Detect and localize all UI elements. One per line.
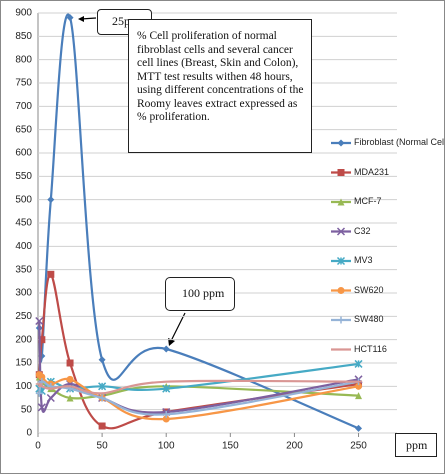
x-tick-label: 200 (286, 441, 303, 452)
annotation: % Cell proliferation of normal fibroblas… (128, 19, 312, 153)
marker (355, 424, 363, 432)
y-tick-label: 300 (15, 288, 32, 299)
marker (37, 403, 46, 412)
marker (66, 394, 74, 402)
marker (47, 196, 55, 204)
marker (47, 270, 55, 278)
legend-label: HCT116 (354, 343, 387, 354)
y-tick-label: 800 (15, 54, 32, 65)
marker (66, 14, 74, 22)
y-tick-label: 900 (15, 8, 32, 19)
marker (98, 382, 107, 391)
marker (98, 394, 106, 402)
marker (162, 384, 171, 393)
legend-label: SW480 (354, 314, 384, 324)
y-tick-label: 400 (15, 241, 32, 252)
marker (162, 345, 170, 353)
x-tick-label: 250 (350, 441, 367, 452)
y-tick-label: 550 (15, 171, 32, 182)
marker (66, 359, 74, 367)
marker (162, 415, 170, 423)
y-tick-label: 250 (15, 311, 32, 322)
y-tick-label: 600 (15, 148, 32, 159)
annotation: 100 ppm (165, 277, 235, 311)
legend-label: MV3 (354, 255, 373, 265)
marker (336, 227, 346, 236)
y-tick-label: 700 (15, 101, 32, 112)
x-tick-label: 150 (222, 441, 239, 452)
y-tick-label: 150 (15, 358, 32, 369)
y-tick-label: 850 (15, 31, 32, 42)
x-tick-label: 0 (35, 441, 41, 452)
y-tick-label: 100 (15, 381, 32, 392)
marker (337, 316, 345, 324)
arrowhead (78, 16, 84, 22)
marker (38, 336, 46, 344)
arrow (170, 312, 186, 342)
legend-label: SW620 (354, 284, 384, 295)
marker (66, 375, 74, 383)
marker (337, 287, 345, 294)
y-tick-label: 450 (15, 218, 32, 229)
legend-label: Fibroblast (Normal Cells) (354, 137, 445, 147)
y-tick-label: 500 (15, 194, 32, 205)
legend-label: MDA231 (354, 166, 390, 177)
marker (35, 389, 43, 397)
marker (355, 392, 363, 400)
marker (38, 373, 46, 381)
marker (46, 393, 55, 403)
marker (162, 410, 170, 418)
marker (98, 356, 106, 364)
marker (354, 359, 363, 368)
marker (35, 316, 44, 326)
x-tick-label: 100 (158, 441, 175, 452)
x-tick-label: 50 (97, 441, 109, 452)
y-tick-label: 50 (21, 404, 33, 415)
marker (337, 198, 345, 206)
y-tick-label: 350 (15, 264, 32, 275)
legend-label: MCF-7 (354, 196, 382, 206)
y-tick-label: 0 (26, 428, 32, 439)
y-tick-label: 650 (15, 124, 32, 135)
marker (337, 169, 345, 176)
marker (337, 139, 345, 147)
marker (336, 256, 346, 266)
marker (98, 422, 106, 430)
x-axis-label: ppm (395, 433, 437, 457)
y-tick-label: 200 (15, 334, 32, 345)
series-line (38, 320, 359, 414)
marker (355, 382, 363, 390)
y-tick-label: 750 (15, 78, 32, 89)
legend-label: C32 (354, 225, 371, 236)
